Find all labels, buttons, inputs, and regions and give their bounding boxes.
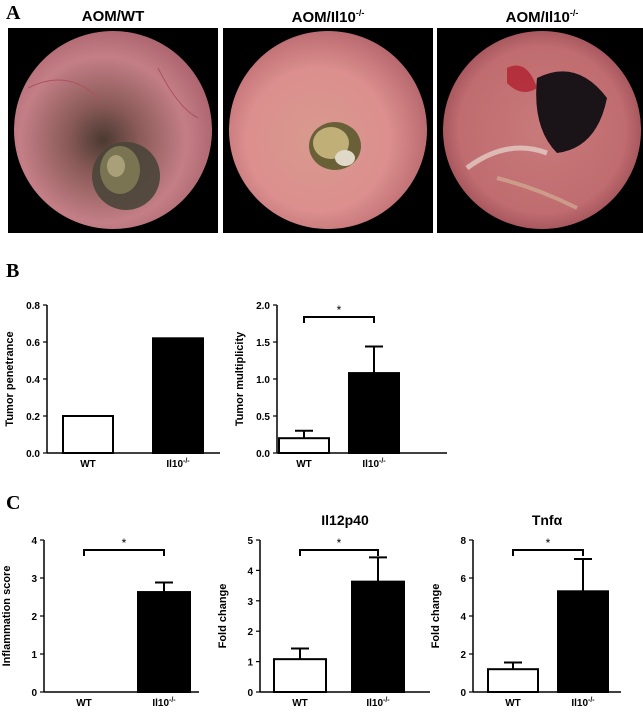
endoscopy-image-il10-a <box>223 28 433 233</box>
y-tick-label: 0.4 <box>26 375 40 386</box>
y-tick-label: 2 <box>31 612 37 623</box>
x-tick-label: Il10-/- <box>366 697 390 709</box>
x-tick-label-sup: -/- <box>383 697 390 704</box>
significance-marker: * <box>122 536 127 550</box>
y-axis-label: Tumor multiplicity <box>234 331 246 426</box>
y-axis-label: Tumor penetrance <box>4 331 16 426</box>
significance-bracket <box>83 549 165 556</box>
x-tick-label-main: WT <box>505 698 521 709</box>
x-tick-label: Il10-/- <box>571 697 595 709</box>
panel-label-a: A <box>6 2 21 24</box>
y-tick-label: 0.0 <box>256 449 270 460</box>
endoscopy-title-il10-a: AOM/Il10-/- <box>223 8 433 26</box>
y-tick-label: 4 <box>460 612 466 623</box>
x-tick-label-sup: -/- <box>588 697 595 704</box>
x-tick-label-main: Il10 <box>152 698 169 709</box>
y-axis-label: Fold change <box>430 584 442 649</box>
panel-label-b: B <box>6 260 20 282</box>
bar-wt <box>273 658 327 694</box>
endoscopy-title-text: AOM/WT <box>81 8 145 25</box>
bar-il10 <box>137 591 191 693</box>
y-tick-label: 2 <box>247 627 253 638</box>
chart-title: Tnfα <box>532 512 563 528</box>
x-tick-label: WT <box>292 698 308 709</box>
x-tick-label-main: WT <box>80 459 96 470</box>
significance-bracket <box>299 549 379 556</box>
x-tick-label: WT <box>296 459 312 470</box>
endoscopy-title-text: AOM/Il10 <box>291 9 356 26</box>
y-tick-label: 4 <box>31 536 37 547</box>
y-tick-label: 0 <box>247 688 253 699</box>
y-axis-label: Inflammation score <box>1 566 13 667</box>
x-tick-label: WT <box>80 459 96 470</box>
y-tick-label: 5 <box>247 536 253 547</box>
y-tick-label: 0.5 <box>256 412 270 423</box>
y-tick-label: 0 <box>460 688 466 699</box>
y-tick-label: 3 <box>31 574 37 585</box>
x-tick-label: Il10-/- <box>362 458 386 470</box>
y-axis-label: Fold change <box>217 584 229 649</box>
bar-il10 <box>348 372 400 454</box>
bar-wt <box>487 668 539 694</box>
x-tick-label: WT <box>505 698 521 709</box>
x-tick-label-main: Il10 <box>366 698 383 709</box>
panel-label-c: C <box>6 492 21 514</box>
endoscopy-title-wt: AOM/WT <box>8 8 218 25</box>
endoscopy-title-sup: -/- <box>355 8 365 18</box>
endoscopy-image-il10-b <box>437 28 643 233</box>
y-tick-label: 1.0 <box>256 375 270 386</box>
y-tick-label: 0 <box>31 688 37 699</box>
y-tick-label: 0.6 <box>26 338 40 349</box>
bar-il10 <box>557 590 609 693</box>
significance-marker: * <box>337 536 342 550</box>
y-tick-label: 4 <box>247 566 253 577</box>
significance-marker: * <box>546 536 551 550</box>
y-tick-label: 0.2 <box>26 412 40 423</box>
y-tick-label: 2.0 <box>256 301 270 312</box>
x-tick-label-sup: -/- <box>183 458 190 465</box>
x-tick-label-main: WT <box>292 698 308 709</box>
y-tick-label: 8 <box>460 536 466 547</box>
chart-0: 0.0 0.2 0.4 0.6 0.8 Tumor penetrance WT Il10-/- <box>4 301 220 470</box>
x-tick-label: WT <box>76 698 92 709</box>
significance-marker: * <box>337 303 342 317</box>
endoscopy-title-sup: -/- <box>569 8 579 18</box>
chart-2: 0 1 2 3 4 Inflammation score WT Il10-/- * <box>1 536 199 709</box>
chart-3: 0 1 2 3 4 5 Fold change Il12p40 WT Il10-/- * <box>217 512 430 709</box>
y-tick-label: 1.5 <box>256 338 270 349</box>
x-tick-label-sup: -/- <box>379 458 386 465</box>
y-tick-label: 2 <box>460 650 466 661</box>
x-tick-label-main: Il10 <box>362 459 379 470</box>
y-tick-label: 0.8 <box>26 301 40 312</box>
endoscopy-image-wt <box>8 28 218 233</box>
bar-il10 <box>152 337 204 454</box>
endoscopy-title-il10-b: AOM/Il10-/- <box>437 8 643 26</box>
y-tick-label: 1 <box>31 650 37 661</box>
chart-1: 0.0 0.5 1.0 1.5 2.0 Tumor multiplicity WT Il10-… <box>234 301 447 470</box>
x-tick-label-sup: -/- <box>169 697 176 704</box>
y-tick-label: 0.0 <box>26 449 40 460</box>
x-tick-label-main: Il10 <box>571 698 588 709</box>
x-tick-label-main: Il10 <box>166 459 183 470</box>
bar-wt <box>62 415 114 454</box>
bar-il10 <box>351 580 405 694</box>
x-tick-label-main: WT <box>76 698 92 709</box>
significance-bracket <box>512 549 584 556</box>
x-tick-label: Il10-/- <box>166 458 190 470</box>
x-tick-label: Il10-/- <box>152 697 176 709</box>
significance-bracket <box>303 316 375 323</box>
bar-wt <box>278 437 330 455</box>
endoscopy-title-text: AOM/Il10 <box>505 9 570 26</box>
chart-title: Il12p40 <box>321 512 369 528</box>
y-tick-label: 3 <box>247 597 253 608</box>
x-tick-label-main: WT <box>296 459 312 470</box>
y-tick-label: 6 <box>460 574 466 585</box>
y-tick-label: 1 <box>247 658 253 669</box>
chart-4: 0 2 4 6 8 Fold change Tnfα WT Il10-/- * <box>430 512 621 709</box>
